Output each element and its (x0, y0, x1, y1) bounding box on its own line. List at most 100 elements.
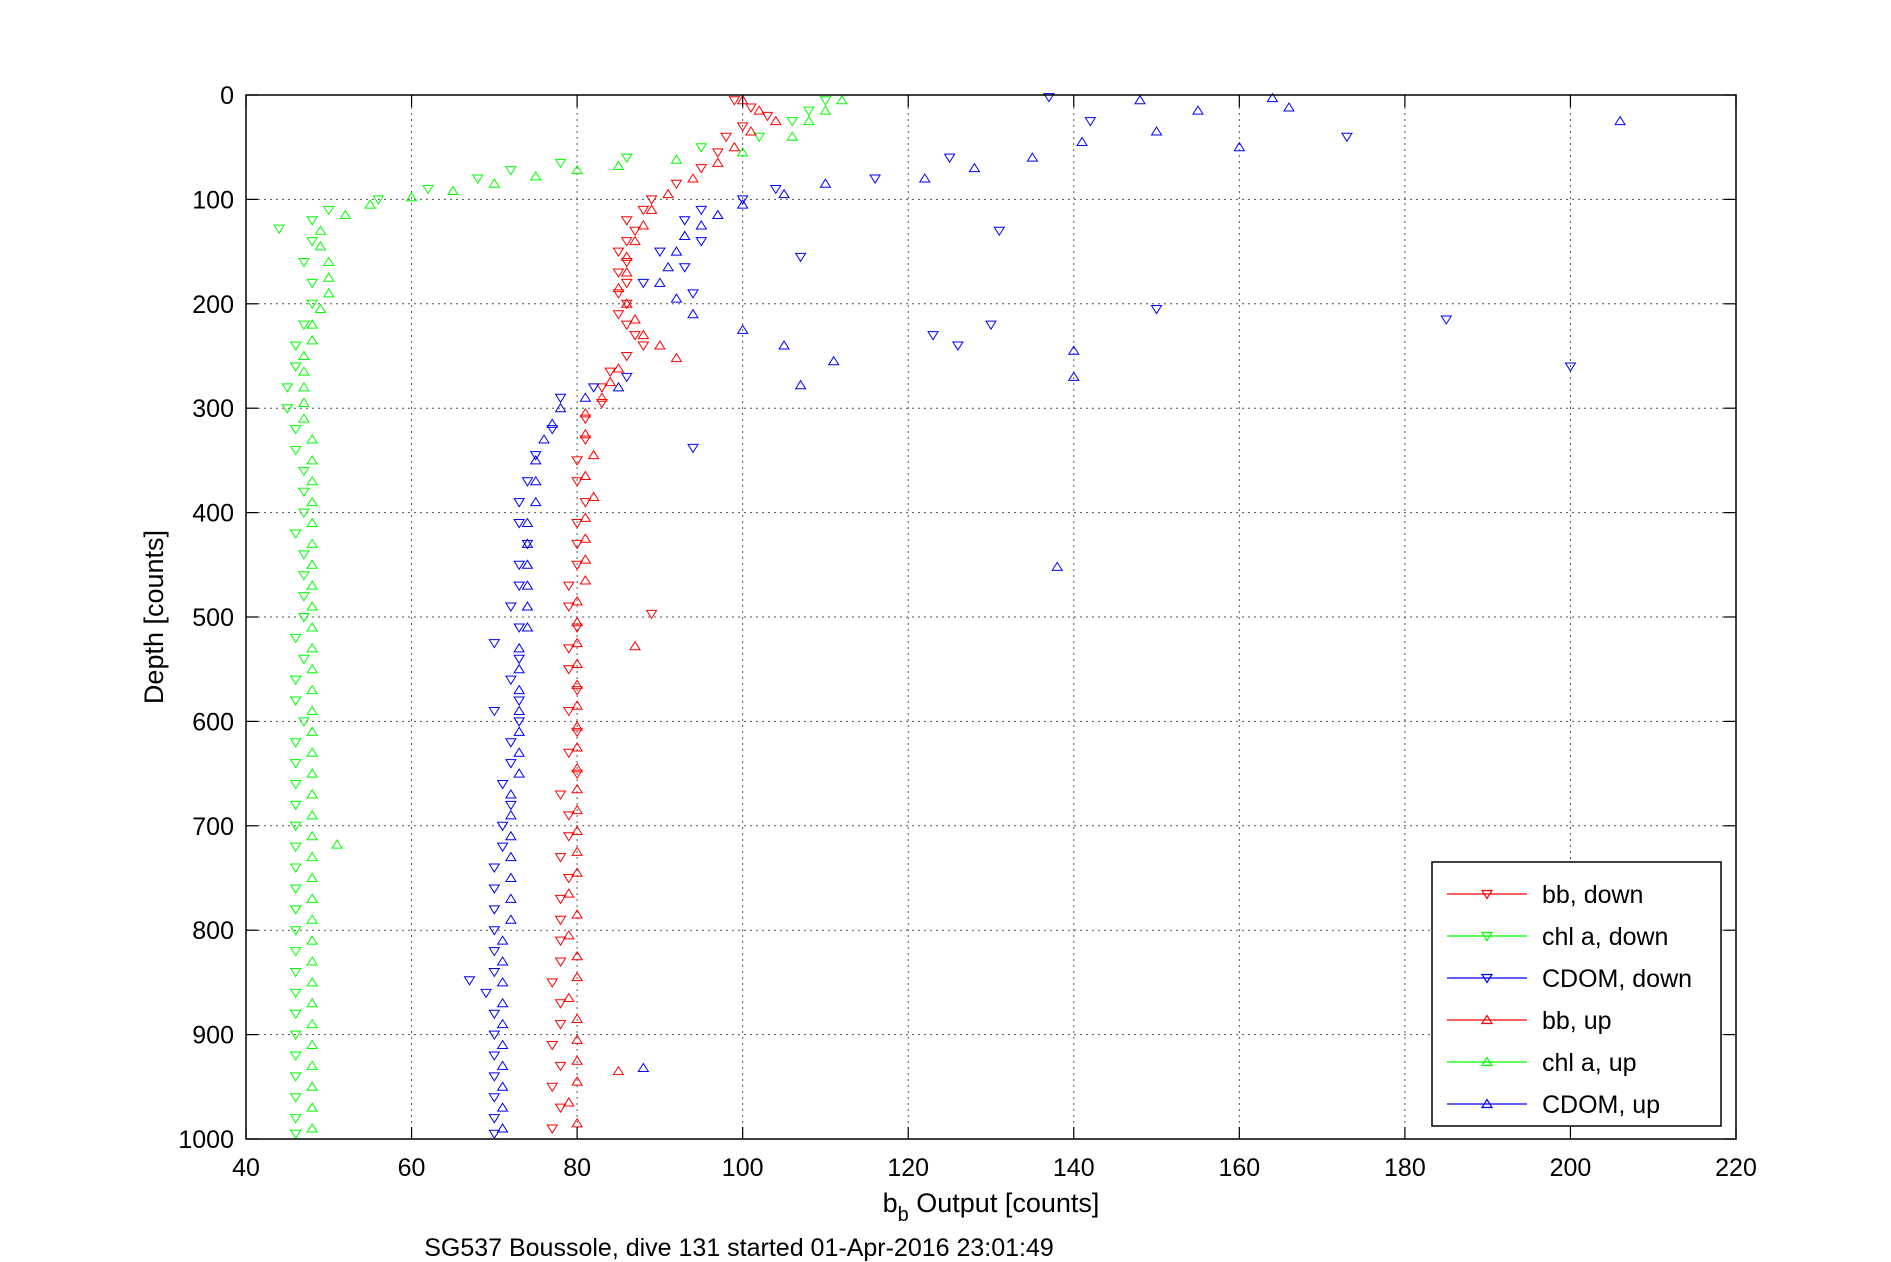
data-point (612, 1065, 625, 1076)
data-point (993, 226, 1006, 237)
data-point (670, 352, 683, 363)
data-point (306, 1039, 319, 1050)
data-point (488, 926, 501, 936)
data-point (314, 225, 327, 235)
data-point (306, 789, 319, 799)
data-point (951, 341, 964, 352)
data-point (612, 282, 625, 293)
data-point (769, 115, 782, 126)
data-point (513, 705, 526, 715)
data-point (819, 96, 832, 106)
x-tick-label: 200 (1550, 1154, 1592, 1182)
data-point (513, 498, 526, 508)
data-point (596, 398, 608, 409)
data-point (546, 1124, 559, 1135)
data-point (289, 988, 302, 999)
data-point (546, 1082, 559, 1093)
legend-label: CDOM, up (1542, 1091, 1660, 1119)
data-point (695, 143, 708, 153)
data-point (620, 258, 633, 268)
data-point (496, 1039, 509, 1050)
data-point (596, 383, 608, 393)
data-point (695, 220, 708, 230)
data-point (306, 621, 319, 632)
data-point (736, 195, 749, 205)
data-point (504, 789, 517, 799)
y-tick-label: 800 (192, 917, 234, 945)
data-point (571, 560, 584, 571)
x-tick-label: 180 (1384, 1154, 1426, 1182)
data-points (273, 92, 1627, 1140)
data-point (778, 188, 790, 199)
data-point (496, 821, 509, 832)
data-point (1192, 105, 1204, 115)
data-point (289, 967, 302, 978)
data-point (612, 310, 625, 320)
data-point (289, 696, 302, 706)
data-point (571, 769, 584, 780)
data-point (571, 686, 584, 696)
y-tick-label: 500 (192, 604, 234, 632)
data-point (571, 1076, 584, 1086)
data-point (289, 1114, 302, 1124)
data-point (1043, 93, 1055, 103)
data-point (554, 853, 567, 863)
data-point (488, 1129, 501, 1140)
data-point (612, 160, 625, 170)
data-point (298, 320, 310, 331)
data-point (289, 1129, 302, 1140)
chart-caption: SG537 Boussole, dive 131 started 01-Apr-… (424, 1234, 1054, 1262)
data-point (306, 334, 319, 345)
data-point (529, 454, 542, 465)
data-point (488, 947, 501, 957)
data-point (678, 263, 691, 273)
data-point (529, 170, 542, 181)
series-5 (496, 92, 1627, 1133)
x-tick-label: 160 (1218, 1154, 1260, 1182)
data-point (678, 230, 691, 240)
data-point (513, 747, 526, 757)
data-point (629, 226, 641, 237)
data-point (653, 340, 666, 350)
x-axis-label-main: b (883, 1188, 898, 1218)
data-point (306, 496, 319, 507)
data-point (306, 684, 319, 695)
data-point (289, 445, 302, 456)
data-point (306, 299, 319, 310)
data-point (579, 554, 592, 564)
data-point (629, 314, 641, 324)
data-point (322, 256, 335, 267)
data-point (612, 268, 625, 278)
data-point (1134, 94, 1146, 105)
data-point (289, 759, 302, 769)
data-point (571, 846, 584, 856)
data-point (289, 633, 302, 644)
data-point (571, 1013, 584, 1023)
data-point (571, 971, 584, 982)
data-point (985, 320, 997, 331)
data-point (645, 204, 658, 214)
data-point (670, 246, 683, 256)
data-point (306, 976, 319, 987)
data-point (496, 1123, 509, 1133)
data-point (306, 997, 319, 1008)
data-point (488, 1114, 501, 1124)
data-point (728, 141, 741, 152)
data-point (562, 706, 575, 717)
data-point (289, 821, 302, 832)
data-point (620, 216, 633, 226)
data-point (331, 839, 343, 849)
data-point (645, 609, 658, 620)
data-point (736, 324, 749, 334)
data-point (298, 550, 310, 560)
data-point (289, 675, 302, 686)
data-point (554, 1020, 567, 1030)
data-point (571, 595, 584, 606)
data-point (554, 1103, 567, 1114)
data-point (496, 956, 509, 966)
data-point (662, 188, 675, 199)
data-point (298, 381, 310, 392)
data-point (289, 905, 302, 915)
data-point (571, 867, 584, 877)
data-point (306, 601, 319, 611)
